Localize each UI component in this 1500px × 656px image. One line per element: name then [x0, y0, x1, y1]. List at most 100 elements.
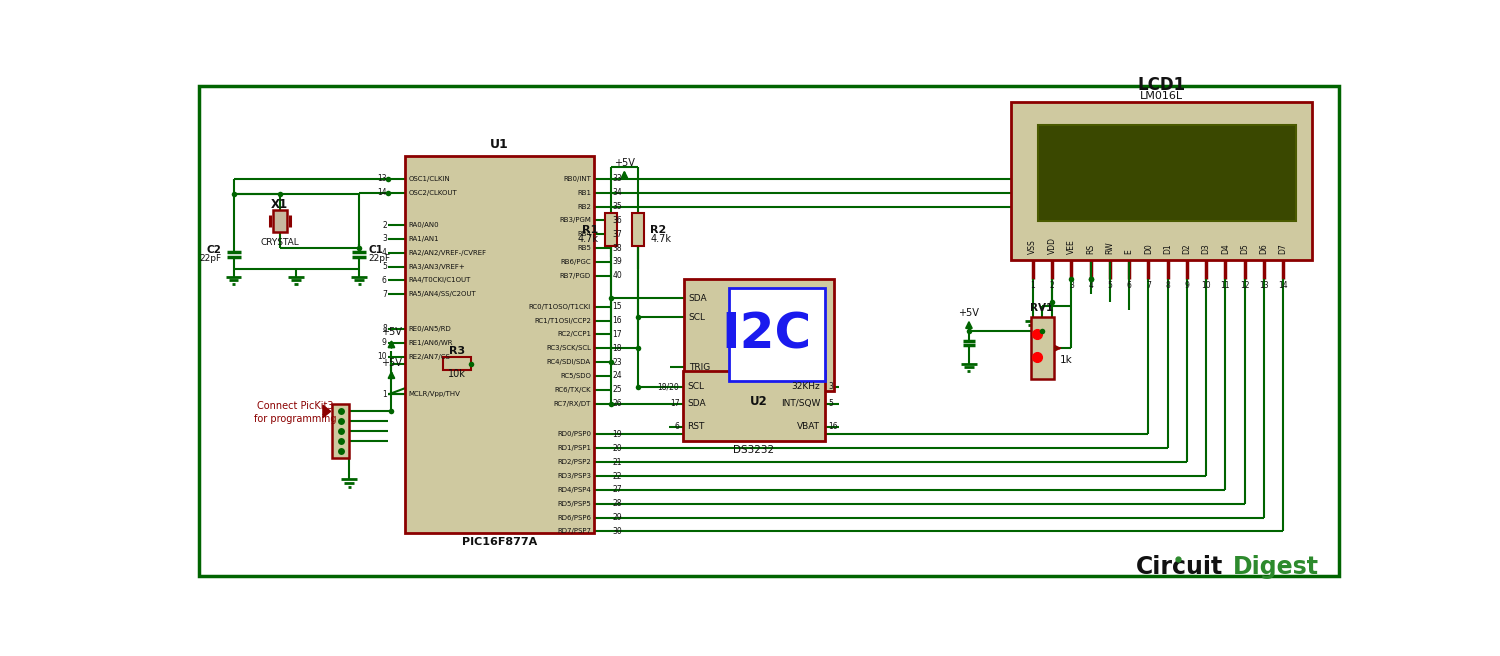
Text: RST: RST — [687, 422, 705, 431]
Bar — [273, 211, 286, 232]
Text: 32KHz: 32KHz — [792, 382, 820, 391]
Text: RA2/AN2/VREF-/CVREF: RA2/AN2/VREF-/CVREF — [408, 250, 486, 256]
Text: 13: 13 — [376, 174, 387, 183]
Text: RB6/PGC: RB6/PGC — [561, 259, 591, 265]
Text: D2: D2 — [1182, 243, 1191, 253]
Text: 4.7k: 4.7k — [650, 234, 670, 244]
Text: 21: 21 — [612, 458, 622, 466]
Text: 36: 36 — [612, 216, 622, 225]
Text: 1: 1 — [382, 390, 387, 399]
Text: E: E — [1125, 249, 1134, 253]
Text: 5: 5 — [1107, 281, 1113, 290]
Text: D0: D0 — [1144, 243, 1154, 253]
Text: RA5/AN4/SS/C2OUT: RA5/AN4/SS/C2OUT — [408, 291, 476, 297]
Text: RD7/PSP7: RD7/PSP7 — [556, 529, 591, 535]
Text: R1: R1 — [582, 224, 598, 235]
Text: 1k: 1k — [1060, 355, 1072, 365]
Text: SCL: SCL — [688, 313, 705, 322]
Text: 3: 3 — [382, 234, 387, 243]
Text: OSC1/CLKIN: OSC1/CLKIN — [408, 176, 450, 182]
Text: SDA: SDA — [688, 294, 708, 302]
Text: RD4/PSP4: RD4/PSP4 — [556, 487, 591, 493]
Text: 33: 33 — [612, 174, 622, 183]
Text: 35: 35 — [612, 202, 622, 211]
Text: 40: 40 — [612, 272, 622, 280]
Text: 8: 8 — [1166, 281, 1170, 290]
Text: LCD1: LCD1 — [1137, 76, 1185, 94]
Text: RC0/T1OSO/T1CKI: RC0/T1OSO/T1CKI — [528, 304, 591, 310]
Text: 4.7k: 4.7k — [578, 234, 598, 244]
Bar — [682, 371, 825, 441]
Text: 22: 22 — [612, 472, 622, 481]
Text: INT/SQW: INT/SQW — [782, 399, 820, 408]
Text: R3: R3 — [448, 346, 465, 356]
Text: RC1/T1OSI/CCP2: RC1/T1OSI/CCP2 — [534, 318, 591, 323]
Text: SCL: SCL — [687, 382, 703, 391]
Text: RB1: RB1 — [578, 190, 591, 195]
Text: 5: 5 — [828, 399, 833, 408]
Text: CRYSTAL: CRYSTAL — [261, 238, 299, 247]
Text: 9: 9 — [382, 338, 387, 347]
Text: for programming: for programming — [254, 414, 336, 424]
Text: 7: 7 — [1146, 281, 1150, 290]
Text: OSC2/CLKOUT: OSC2/CLKOUT — [408, 190, 458, 195]
Bar — [442, 358, 471, 370]
Text: 26: 26 — [612, 399, 622, 408]
Text: R2: R2 — [650, 224, 666, 235]
Text: 2: 2 — [382, 220, 387, 230]
Text: 34: 34 — [612, 188, 622, 197]
Text: RV1: RV1 — [1030, 303, 1053, 313]
Text: C1: C1 — [369, 245, 382, 255]
Text: 13: 13 — [1258, 281, 1269, 290]
Text: RD0/PSP0: RD0/PSP0 — [556, 432, 591, 438]
Text: RB7/PGD: RB7/PGD — [560, 273, 591, 279]
Text: 6: 6 — [675, 422, 680, 431]
Text: 9: 9 — [1185, 281, 1190, 290]
Text: RE0/AN5/RD: RE0/AN5/RD — [408, 326, 452, 332]
Text: 18: 18 — [612, 344, 622, 353]
Text: D6: D6 — [1260, 243, 1269, 253]
Text: 23: 23 — [612, 358, 622, 367]
Text: D1: D1 — [1162, 243, 1172, 253]
Text: 8: 8 — [382, 325, 387, 333]
Text: 38: 38 — [612, 243, 622, 253]
Text: RC5/SDO: RC5/SDO — [560, 373, 591, 379]
Text: VDD: VDD — [1047, 237, 1056, 253]
Text: RA1/AN1: RA1/AN1 — [408, 236, 440, 242]
Text: 14: 14 — [376, 188, 387, 197]
Text: RS: RS — [1086, 243, 1095, 253]
Text: 3: 3 — [1070, 281, 1074, 290]
Text: 6: 6 — [1126, 281, 1131, 290]
Text: 19: 19 — [612, 430, 622, 439]
Text: RD5/PSP5: RD5/PSP5 — [556, 501, 591, 507]
Bar — [332, 403, 350, 458]
Text: 18/20: 18/20 — [657, 382, 680, 391]
Text: 17: 17 — [670, 399, 680, 408]
Text: PIC16F877A: PIC16F877A — [462, 537, 537, 547]
Bar — [1011, 102, 1311, 260]
Text: 17: 17 — [612, 330, 622, 339]
Text: 5: 5 — [382, 262, 387, 271]
Text: U1: U1 — [490, 138, 508, 152]
Text: 28: 28 — [612, 499, 622, 508]
Text: 2: 2 — [1050, 281, 1054, 290]
Text: +5V: +5V — [381, 327, 402, 337]
Text: 29: 29 — [612, 513, 622, 522]
Text: +5V: +5V — [958, 308, 980, 318]
Text: 6: 6 — [382, 276, 387, 285]
Text: RB4: RB4 — [578, 232, 591, 237]
Text: 3: 3 — [828, 382, 833, 391]
Text: RC2/CCP1: RC2/CCP1 — [556, 331, 591, 337]
Text: 15: 15 — [612, 302, 622, 311]
Text: +5V: +5V — [381, 358, 402, 368]
Polygon shape — [322, 405, 330, 417]
Text: 37: 37 — [612, 230, 622, 239]
Text: RC6/TX/CK: RC6/TX/CK — [555, 387, 591, 393]
Text: 22pF: 22pF — [200, 254, 222, 262]
Text: VBAT: VBAT — [798, 422, 820, 431]
Text: 4: 4 — [382, 248, 387, 257]
Text: Connect PicKit3: Connect PicKit3 — [256, 401, 333, 411]
Bar — [632, 213, 644, 246]
Text: RA4/T0CKI/C1OUT: RA4/T0CKI/C1OUT — [408, 277, 471, 283]
Text: X1: X1 — [272, 197, 288, 211]
